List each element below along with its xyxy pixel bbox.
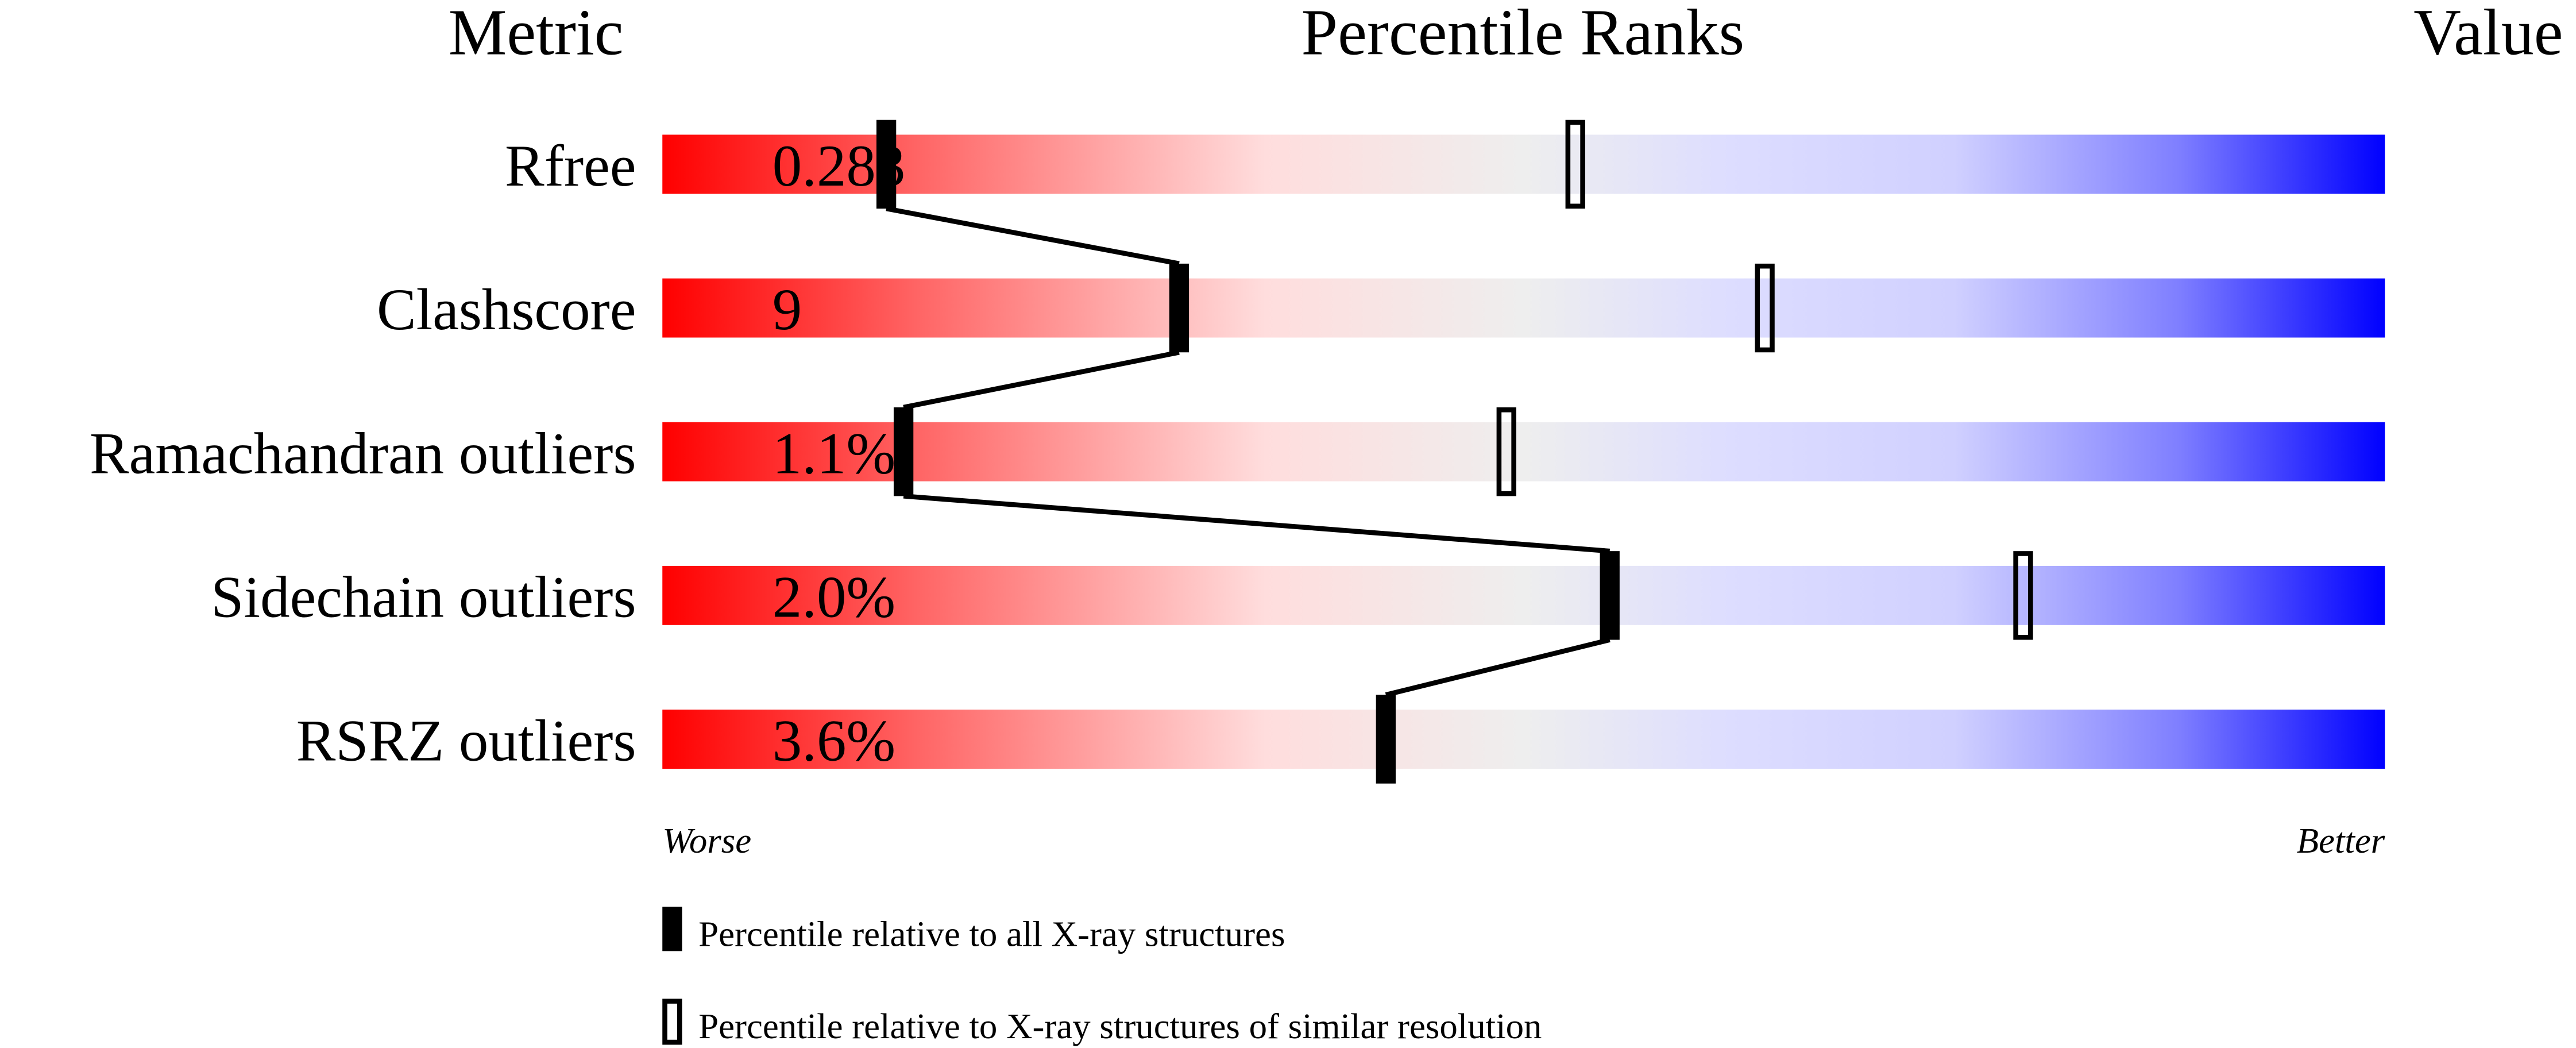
connector-line	[1385, 637, 1611, 698]
value-header: Value	[2413, 0, 2563, 68]
metric-label: Clashscore	[377, 277, 636, 342]
metric-value: 3.6%	[773, 708, 895, 774]
marker-all-structures	[893, 407, 914, 496]
percentile-bar	[662, 422, 2385, 481]
connector-line	[903, 494, 1611, 554]
legend-hollow-icon	[662, 999, 682, 1045]
legend-filled-icon	[662, 907, 682, 951]
metric-value: 2.0%	[773, 565, 895, 630]
metric-label: Sidechain outliers	[211, 565, 636, 630]
legend-hollow-label: Percentile relative to X-ray structures …	[698, 1006, 1542, 1046]
connector-line	[903, 350, 1180, 410]
worse-label: Worse	[662, 820, 751, 861]
metric-value: 1.1%	[773, 421, 895, 486]
percentile-bar	[662, 565, 2385, 625]
percentile-bar	[662, 278, 2385, 338]
marker-similar-resolution	[1496, 407, 1516, 496]
marker-similar-resolution	[2013, 551, 2033, 640]
marker-all-structures	[876, 120, 897, 209]
better-label: Better	[2297, 820, 2385, 861]
marker-all-structures	[1600, 551, 1620, 640]
metric-label: Rfree	[505, 133, 636, 199]
marker-all-structures	[1376, 695, 1396, 784]
marker-similar-resolution	[1565, 120, 1585, 209]
chart-title: Percentile Ranks	[1301, 0, 1745, 68]
metric-value: 9	[773, 277, 802, 342]
marker-all-structures	[1169, 263, 1189, 353]
legend-filled-label: Percentile relative to all X-ray structu…	[698, 914, 1285, 954]
marker-similar-resolution	[1755, 263, 1775, 353]
metric-label: RSRZ outliers	[296, 708, 636, 774]
connector-line	[886, 206, 1180, 267]
percentile-bar	[662, 134, 2385, 194]
metric-header: Metric	[449, 0, 624, 68]
percentile-bar	[662, 710, 2385, 769]
metric-label: Ramachandran outliers	[90, 421, 636, 486]
